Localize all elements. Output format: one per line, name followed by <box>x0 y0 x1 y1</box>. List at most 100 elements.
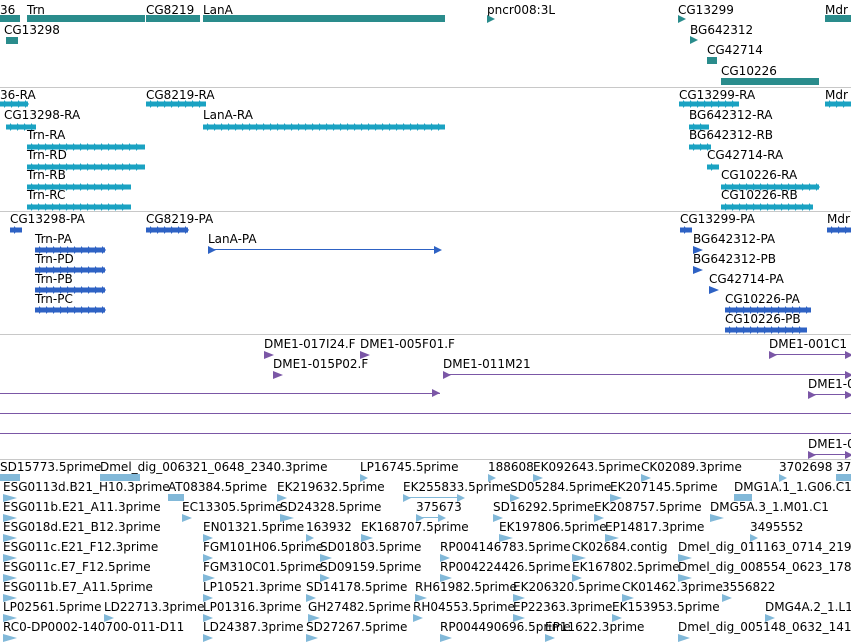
feature-label[interactable]: ESG0113d.B21_H10.3prime <box>3 480 170 494</box>
feature-label[interactable]: ESG011c.E21_F12.3prime <box>3 540 159 554</box>
feature-glyph[interactable] <box>679 100 739 108</box>
feature-glyph[interactable] <box>605 534 619 542</box>
feature-label[interactable]: BG642312-RB <box>689 128 774 142</box>
feature-glyph[interactable] <box>765 614 775 622</box>
feature-glyph[interactable] <box>203 574 215 582</box>
feature-glyph[interactable] <box>320 554 332 562</box>
feature-label[interactable]: DMG5A.3_1.M01.C1 <box>710 500 829 514</box>
feature-glyph[interactable] <box>622 594 634 602</box>
feature-glyph[interactable] <box>510 494 520 502</box>
feature-glyph[interactable] <box>689 143 711 151</box>
feature-label[interactable]: EP14817.3prime <box>605 520 705 534</box>
feature-glyph[interactable] <box>280 514 294 522</box>
feature-glyph[interactable] <box>689 123 709 131</box>
feature-label[interactable]: EK255833.5prime <box>403 480 511 494</box>
feature-label[interactable]: EK207145.5prime <box>610 480 718 494</box>
feature-glyph[interactable] <box>6 37 18 44</box>
feature-glyph[interactable] <box>836 474 851 481</box>
feature-glyph[interactable] <box>680 226 692 234</box>
feature-label[interactable]: 3556822 <box>722 580 776 594</box>
feature-label[interactable]: 375673 <box>416 500 462 514</box>
feature-glyph[interactable] <box>277 494 287 502</box>
feature-glyph[interactable] <box>146 15 200 22</box>
feature-label[interactable]: Trn-RD <box>27 148 67 162</box>
feature-label[interactable]: LanA-PA <box>208 232 257 246</box>
feature-label[interactable]: Mdr <box>825 3 848 17</box>
feature-label[interactable]: CK02684.contig <box>572 540 668 554</box>
feature-glyph[interactable] <box>722 594 732 602</box>
feature-glyph[interactable] <box>487 15 495 23</box>
feature-label[interactable]: EK206320.5prime <box>513 580 621 594</box>
feature-label[interactable]: 188608 <box>488 460 534 474</box>
feature-label[interactable]: Dmel_dig_006321_0648_2340.3prime <box>100 460 328 474</box>
feature-label[interactable]: CG13298-RA <box>4 108 81 122</box>
feature-label[interactable]: CG42714-RA <box>707 148 784 162</box>
feature-glyph[interactable] <box>203 554 213 562</box>
feature-glyph[interactable] <box>488 474 496 482</box>
feature-glyph[interactable] <box>693 266 703 274</box>
feature-glyph[interactable] <box>35 306 106 314</box>
feature-label[interactable]: Trn <box>27 3 45 17</box>
feature-glyph[interactable] <box>273 371 283 379</box>
feature-glyph[interactable] <box>361 534 373 542</box>
feature-label[interactable]: LP01316.3prime <box>203 600 302 614</box>
feature-label[interactable]: CG10226-RA <box>721 168 798 182</box>
feature-label[interactable]: 36 <box>0 3 16 17</box>
feature-glyph[interactable] <box>306 534 314 542</box>
feature-glyph[interactable] <box>721 78 819 85</box>
feature-label[interactable]: Trn-RA <box>27 128 66 142</box>
feature-glyph[interactable] <box>3 594 17 602</box>
feature-glyph[interactable] <box>104 614 114 622</box>
feature-label[interactable]: 3702698 <box>779 460 833 474</box>
feature-glyph[interactable] <box>690 36 698 44</box>
feature-label[interactable]: DME1-001C1 <box>769 337 848 351</box>
feature-glyph[interactable] <box>721 203 813 211</box>
feature-glyph[interactable] <box>678 554 692 562</box>
feature-label[interactable]: BG642312 <box>690 23 754 37</box>
feature-label[interactable]: RC0-DP0002-140700-011-D11 <box>3 620 185 634</box>
clone-span-line[interactable] <box>0 393 440 394</box>
feature-glyph[interactable] <box>203 123 445 131</box>
feature-label[interactable]: 3495552 <box>750 520 804 534</box>
feature-glyph[interactable] <box>203 614 213 622</box>
feature-label[interactable]: Dmel_dig_011163_0714_219 <box>678 540 851 554</box>
feature-glyph[interactable] <box>725 326 807 334</box>
feature-label[interactable]: CK02089.3prime <box>641 460 742 474</box>
feature-label[interactable]: RP004490696.5prime <box>440 620 571 634</box>
feature-label[interactable]: FGM310C01.5prime <box>203 560 323 574</box>
feature-label[interactable]: CG13298 <box>4 23 60 37</box>
feature-label[interactable]: CG10226-PA <box>725 292 800 306</box>
feature-label[interactable]: DME1-011M21 <box>443 357 531 371</box>
feature-label[interactable]: ESG018d.E21_B12.3prime <box>3 520 161 534</box>
feature-label[interactable]: EK197806.5prime <box>499 520 607 534</box>
feature-glyph[interactable] <box>0 474 20 481</box>
feature-label[interactable]: 36-RA <box>0 88 36 102</box>
feature-glyph[interactable] <box>693 246 703 254</box>
feature-label[interactable]: LP02561.5prime <box>3 600 102 614</box>
feature-glyph[interactable] <box>203 594 213 602</box>
feature-glyph[interactable] <box>499 534 513 542</box>
feature-label[interactable]: LanA <box>203 3 233 17</box>
feature-glyph[interactable] <box>825 100 851 108</box>
feature-glyph[interactable] <box>594 514 604 522</box>
feature-label[interactable]: CG8219-RA <box>146 88 215 102</box>
feature-label[interactable]: EP11622.3prime <box>545 620 645 634</box>
feature-glyph[interactable] <box>725 306 811 314</box>
feature-label[interactable]: Mdr <box>825 88 848 102</box>
feature-glyph[interactable] <box>3 494 17 502</box>
feature-label[interactable]: BG642312-RA <box>689 108 773 122</box>
feature-glyph[interactable] <box>779 474 787 482</box>
feature-label[interactable]: DME1-005F01.F <box>360 337 455 351</box>
feature-label[interactable]: LP16745.5prime <box>360 460 459 474</box>
feature-label[interactable]: LanA-RA <box>203 108 253 122</box>
feature-glyph[interactable] <box>825 15 851 22</box>
feature-label[interactable]: EK167802.5prime <box>572 560 680 574</box>
feature-glyph[interactable] <box>440 554 450 562</box>
feature-glyph[interactable] <box>35 246 106 254</box>
feature-glyph[interactable] <box>203 15 445 22</box>
feature-glyph[interactable] <box>146 226 189 234</box>
feature-glyph[interactable] <box>182 514 192 522</box>
feature-label[interactable]: EN01321.5prime <box>203 520 305 534</box>
feature-label[interactable]: SD24328.5prime <box>280 500 382 514</box>
feature-label[interactable]: ESG011b.E21_A11.3prime <box>3 500 161 514</box>
